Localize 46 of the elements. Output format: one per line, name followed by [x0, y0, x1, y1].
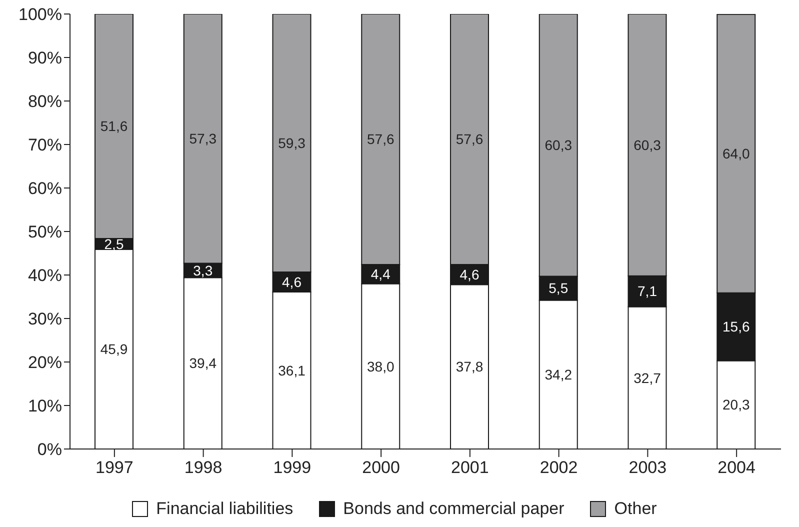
legend-label: Bonds and commercial paper: [343, 499, 564, 519]
data-label: 37,8: [456, 358, 484, 375]
x-tick-label: 1999: [273, 458, 312, 478]
data-label: 3,3: [193, 262, 213, 278]
y-tick-label: 30%: [28, 310, 62, 329]
data-label: 36,1: [278, 362, 306, 378]
data-label: 4,6: [282, 274, 302, 290]
x-tick-label: 1998: [184, 458, 222, 478]
x-tick-label: 1997: [96, 458, 134, 478]
y-tick-label: 50%: [28, 222, 62, 242]
data-label: 32,7: [634, 370, 662, 386]
x-tick-label: 2004: [718, 458, 756, 478]
data-label: 60,3: [544, 137, 572, 154]
x-tick-label: 2001: [451, 458, 489, 478]
legend-label: Financial liabilities: [156, 499, 294, 519]
y-tick-label: 80%: [28, 92, 62, 112]
data-label: 60,3: [634, 136, 662, 153]
data-label: 15,6: [722, 318, 750, 335]
x-tick-label: 2003: [628, 458, 667, 478]
x-tick-label: 2002: [540, 458, 578, 478]
x-tick-label: 2000: [362, 458, 400, 478]
legend-label: Other: [614, 499, 657, 519]
y-tick-label: 70%: [28, 136, 62, 155]
y-tick-label: 20%: [28, 353, 62, 372]
data-label: 59,3: [278, 134, 306, 151]
y-tick-label: 100%: [18, 5, 62, 24]
data-label: 2,5: [104, 236, 124, 252]
y-tick-label: 90%: [28, 48, 62, 68]
y-tick-label: 40%: [28, 266, 62, 286]
data-label: 20,3: [722, 396, 750, 413]
data-label: 4,6: [460, 266, 480, 282]
data-label: 51,6: [100, 118, 128, 134]
data-label: 39,4: [189, 355, 217, 372]
data-label: 57,6: [367, 131, 394, 148]
data-label: 57,6: [456, 131, 484, 148]
y-tick-label: 10%: [28, 396, 62, 416]
data-label: 7,1: [638, 283, 658, 300]
data-label: 38,0: [367, 358, 394, 374]
data-label: 45,9: [100, 341, 128, 358]
data-label: 57,3: [189, 130, 217, 147]
data-label: 5,5: [548, 280, 568, 296]
data-label: 34,2: [544, 366, 572, 383]
y-tick-label: 60%: [28, 179, 62, 198]
y-tick-label: 0%: [37, 440, 62, 460]
data-label: 4,4: [370, 266, 391, 282]
data-label: 64,0: [722, 146, 750, 162]
